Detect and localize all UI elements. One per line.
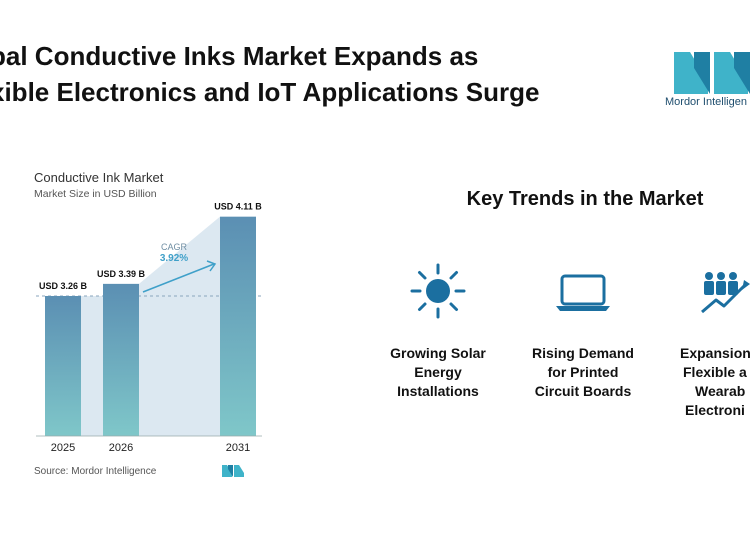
bar-2025 (45, 296, 81, 436)
logo-text: Mordor Intelligen (665, 96, 747, 108)
bar-value-label: USD 3.26 B (39, 281, 88, 291)
trend-label-pcb: Rising Demand for Printed Circuit Boards (513, 344, 653, 401)
headline-line-2: xible Electronics and IoT Applications S… (0, 77, 540, 107)
chart-source: Source: Mordor Intelligence (34, 466, 157, 477)
x-tick-label: 2025 (51, 442, 75, 454)
trend-label-line: Expansion (680, 345, 750, 361)
cagr-label: CAGR (161, 242, 188, 252)
cagr-arrow-line (142, 263, 215, 293)
growth-band (139, 216, 220, 436)
source-logo-icon (222, 465, 244, 477)
trend-label-line: Rising Demand (532, 345, 634, 361)
trend-label-line: Electroni (685, 402, 745, 418)
growth-band (81, 296, 103, 436)
trend-label-line: for Printed (547, 364, 619, 380)
sun-icon (410, 263, 466, 319)
x-tick-label: 2026 (109, 442, 133, 454)
bar-value-label: USD 4.11 B (214, 202, 262, 212)
chart-subtitle: Market Size in USD Billion (34, 188, 157, 200)
bar-2031 (220, 216, 256, 436)
cagr-value: 3.92% (160, 253, 188, 264)
bar-value-label: USD 3.39 B (97, 269, 146, 279)
trend-label-line: Installations (397, 383, 479, 399)
headline-line-1: bal Conductive Inks Market Expands as (0, 41, 479, 71)
trend-label-line: Wearab (695, 383, 746, 399)
trend-label-line: Growing Solar (390, 345, 486, 361)
cagr-arrow-head (206, 260, 217, 272)
key-trends-title: Key Trends in the Market (466, 188, 704, 210)
trend-label-solar: Growing Solar Energy Installations (368, 344, 508, 401)
mordor-logo-icon (674, 52, 750, 94)
trend-label-line: Energy (414, 364, 462, 380)
trend-label-line: Circuit Boards (534, 383, 632, 399)
headline: bal Conductive Inks Market Expands as xi… (0, 38, 630, 110)
trend-label-line: Flexible a (683, 364, 747, 380)
laptop-icon (556, 274, 610, 311)
trend-label-flexible: Expansion Flexible a Wearab Electroni (680, 344, 750, 420)
bar-2026 (103, 283, 139, 436)
x-tick-label: 2031 (226, 442, 250, 454)
growth-people-icon (701, 272, 750, 314)
chart-title: Conductive Ink Market (34, 170, 164, 185)
